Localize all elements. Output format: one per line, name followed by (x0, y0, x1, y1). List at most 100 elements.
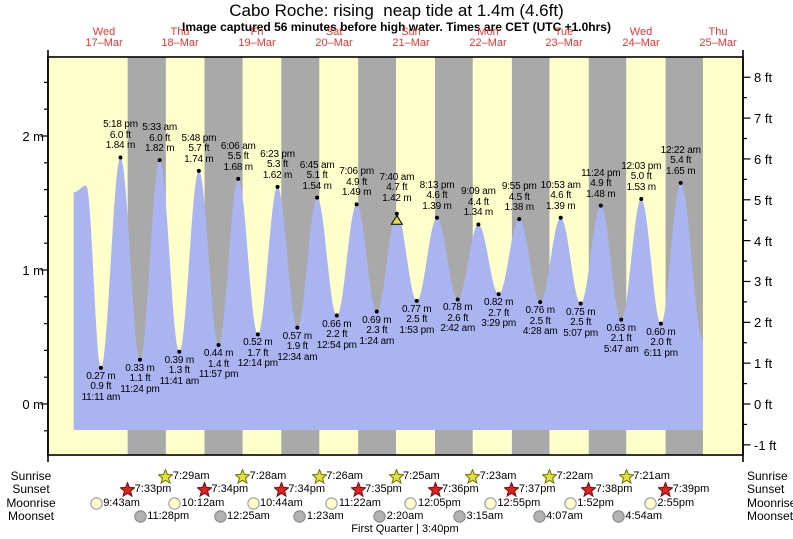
y-axis-left-label: 1 m (22, 263, 44, 278)
sunset-star-icon (426, 481, 444, 498)
low-tide-dot (578, 301, 583, 306)
moonset-circle-icon (373, 510, 386, 523)
high-tide-m: 1.42 m (382, 192, 412, 204)
low-tide-time: 11:24 pm (120, 383, 160, 395)
moonset-time: 4:07am (546, 510, 583, 522)
low-tide-ft: 2.2 ft (326, 329, 348, 341)
high-tide-dot (236, 176, 241, 181)
low-tide-time: 6:11 pm (643, 347, 678, 359)
moonrise-circle-icon (404, 496, 418, 510)
y-axis-right-label: 8 ft (754, 70, 773, 86)
high-tide-label: 9:09 am 4.4 ft 1.34 m (461, 187, 496, 219)
moonset-time: 1:23am (306, 510, 344, 522)
low-tide-label: 0.69 m 2.3 ft 1:24 am (359, 314, 394, 348)
sunset-star-icon (119, 481, 137, 498)
sunset-star-icon (657, 481, 675, 498)
current-time-marker (390, 214, 404, 225)
moonrise-circle-icon (563, 496, 578, 511)
moonset-time: 11:28pm (147, 510, 190, 522)
sunset-star-icon (503, 481, 521, 498)
y-axis-right-label: 2 ft (754, 315, 773, 331)
low-tide-m: 0.66 m (322, 318, 352, 330)
sunset-time: 7:38pm (595, 483, 633, 495)
high-tide-ft: 5.5 ft (227, 151, 249, 163)
sunrise-star-icon (387, 467, 405, 484)
sunrise-star-icon (157, 467, 175, 484)
astro-row-label-sunset: Sunset (12, 482, 50, 496)
day-label: Sun 21–Mar (376, 27, 446, 49)
high-tide-ft: 5.7 ft (188, 143, 210, 155)
y-axis-right-label: 3 ft (754, 274, 773, 290)
low-tide-m: 0.78 m (443, 302, 473, 314)
moonrise-circle-icon (246, 496, 261, 511)
moonrise-circle-icon (89, 496, 104, 511)
low-tide-label: 0.52 m 1.7 ft 12:14 pm (238, 338, 278, 370)
high-tide-label: 5:18 pm 6.0 ft 1.84 m (103, 120, 138, 152)
sunrise-time: 7:23am (479, 469, 517, 482)
low-tide-dot (414, 298, 419, 303)
moonset-circle-icon (373, 510, 386, 523)
day-of-week: Fri (250, 26, 264, 38)
day-label: Tue 23–Mar (529, 27, 599, 49)
sunrise-star-icon (234, 467, 252, 484)
low-tide-ft: 2.3 ft (366, 325, 388, 337)
high-tide-m: 1.53 m (626, 181, 657, 193)
sunrise-star-icon (540, 467, 559, 484)
high-tide-ft: 5.3 ft (266, 159, 289, 171)
sunrise-star-icon (157, 467, 175, 484)
high-tide-time: 11:24 pm (581, 167, 621, 179)
astro-row-label-moonrise: Moonrise (6, 495, 56, 510)
high-tide-time: 6:23 pm (260, 148, 295, 160)
sunset-time: 7:35pm (365, 483, 402, 495)
moonrise-circle-icon (643, 496, 658, 511)
high-tide-m: 1.54 m (302, 180, 332, 192)
sunset-star-icon (195, 481, 214, 498)
low-tide-dot (619, 317, 624, 322)
sunset-star-icon (657, 481, 675, 498)
moonset-circle-icon (453, 510, 466, 523)
moonrise-circle-icon (324, 496, 339, 511)
sunrise-time: 7:29am (172, 469, 210, 482)
moonset-circle-icon (532, 509, 547, 524)
high-tide-dot (118, 155, 123, 160)
sunrise-time: 7:21am (633, 469, 670, 482)
high-tide-time: 9:09 am (461, 186, 496, 198)
low-tide-dot (334, 313, 339, 318)
high-tide-m: 1.62 m (262, 169, 293, 181)
moonrise-circle-icon (644, 496, 657, 510)
sunrise-star-icon (310, 467, 328, 484)
day-date: 25–Mar (699, 37, 737, 49)
astro-row-label-sunset-right: Sunset (747, 482, 785, 496)
sunset-star-icon (580, 481, 598, 498)
sunset-star-icon (272, 481, 290, 498)
low-tide-ft: 2.1 ft (610, 333, 632, 345)
high-tide-ft: 5.0 ft (630, 171, 652, 183)
day-date: 23–Mar (545, 37, 583, 49)
y-axis-right-label: -1 ft (754, 437, 777, 453)
low-tide-label: 0.33 m 1.1 ft 11:24 pm (120, 363, 160, 396)
low-tide-m: 0.69 m (362, 314, 392, 326)
low-tide-ft: 1.7 ft (247, 347, 269, 359)
low-tide-time: 5:07 pm (563, 327, 599, 339)
high-tide-dot (157, 158, 162, 163)
day-of-week: Wed (92, 26, 116, 38)
high-tide-m: 1.38 m (504, 202, 535, 214)
day-of-week: Sat (325, 26, 343, 38)
sunset-star-icon (503, 481, 521, 498)
y-axis-right-label: 7 ft (754, 111, 773, 127)
moonset-time: 3:15am (466, 510, 504, 522)
high-tide-time: 7:06 pm (339, 166, 374, 178)
sunrise-star-icon (387, 467, 405, 484)
low-tide-time: 12:14 pm (237, 358, 278, 370)
day-date: 24–Mar (622, 37, 660, 49)
day-of-week: Thu (708, 26, 728, 38)
moonrise-time: 10:12am (181, 496, 225, 509)
high-tide-time: 5:33 am (142, 122, 178, 134)
high-tide-m: 1.84 m (105, 140, 136, 152)
sunset-star-icon (657, 481, 675, 498)
moonset-circle-icon (453, 510, 466, 523)
low-tide-label: 0.60 m 2.0 ft 6:11 pm (643, 327, 678, 360)
sunrise-star-icon (464, 467, 482, 484)
capture-note: Image captured 56 minutes before high wa… (182, 20, 611, 34)
